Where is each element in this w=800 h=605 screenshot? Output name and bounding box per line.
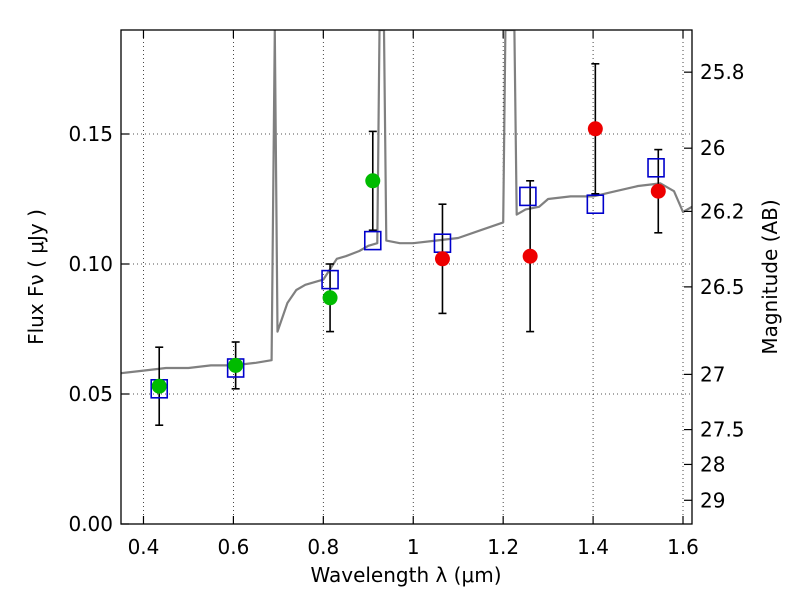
- observed-point: [434, 251, 450, 267]
- magnitude-tick-label: 29: [700, 488, 725, 512]
- observed-point: [151, 378, 167, 394]
- tick-marks: [121, 30, 692, 525]
- magnitude-axis-label: Magnitude (AB): [758, 199, 782, 354]
- x-tick-label: 1.6: [667, 535, 699, 559]
- plot-frame: [120, 29, 693, 525]
- model-square: [586, 194, 605, 214]
- x-tick-label: 1.2: [487, 535, 519, 559]
- observed-point: [522, 248, 538, 264]
- marker-layer: [150, 62, 666, 427]
- magnitude-tick-label: 27: [700, 362, 725, 386]
- magnitude-tick-label: 28: [700, 452, 725, 476]
- model-square: [321, 269, 339, 290]
- observed-point: [228, 357, 244, 373]
- magnitude-tick-label: 26.5: [700, 275, 745, 299]
- y-tick-label: 0.10: [68, 252, 113, 276]
- model-square: [363, 230, 382, 251]
- magnitude-tick-label: 26.2: [700, 199, 745, 223]
- magnitude-tick-label: 26: [700, 136, 725, 160]
- observed-point: [365, 173, 381, 189]
- grid-lines: [121, 30, 692, 525]
- x-tick-label: 1.4: [577, 535, 609, 559]
- model-square: [647, 158, 665, 178]
- tick-labels: 0.4 0.6 0.8 1 1.2 1.4 1.6 0.00 0.05 0.10 0.15 25.8 2…: [68, 60, 744, 559]
- x-tick-label: 0.4: [128, 535, 160, 559]
- spectrum-layer: [121, 30, 692, 375]
- observed-point: [587, 121, 603, 137]
- x-axis-label: Wavelength λ (μm): [310, 563, 501, 587]
- y-tick-label: 0.05: [68, 382, 113, 406]
- x-tick-label: 1: [407, 535, 420, 559]
- magnitude-tick-label: 25.8: [700, 60, 745, 84]
- x-tick-label: 0.8: [307, 535, 339, 559]
- y-axis-label: Flux Fν ( μJy ): [24, 209, 48, 345]
- y-tick-label: 0.15: [68, 122, 113, 146]
- spectrum-line: [121, 30, 692, 375]
- observed-point: [650, 183, 666, 199]
- model-square: [519, 186, 537, 207]
- magnitude-tick-label: 27.5: [700, 418, 745, 442]
- observed-point: [322, 290, 338, 306]
- x-tick-label: 0.6: [217, 535, 249, 559]
- y-tick-label: 0.00: [68, 512, 113, 536]
